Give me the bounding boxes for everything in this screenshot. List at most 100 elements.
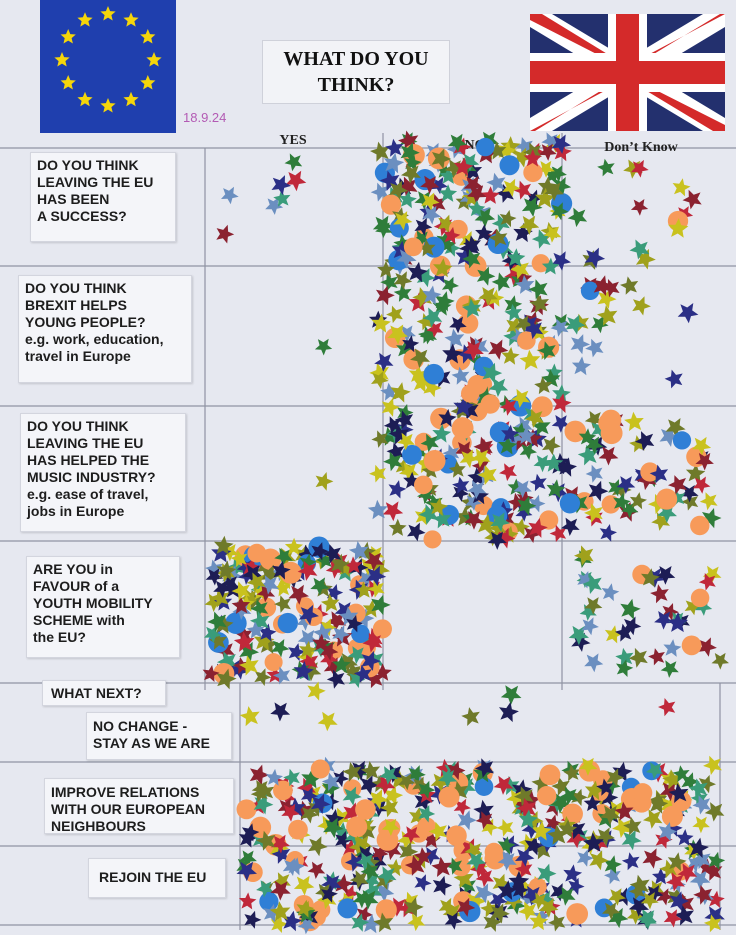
vote-star-sticker <box>210 587 230 608</box>
question-line: DO YOU THINK <box>25 280 127 296</box>
vote-star-sticker <box>541 257 560 275</box>
vote-star-sticker <box>385 138 404 157</box>
vote-star-sticker <box>559 787 578 806</box>
vote-star-sticker <box>250 785 268 803</box>
vote-star-sticker <box>344 556 363 574</box>
option-line: NO CHANGE - <box>93 718 188 734</box>
vote-star-sticker <box>395 457 412 475</box>
vote-star-sticker <box>496 818 514 837</box>
vote-star-sticker <box>474 758 494 778</box>
vote-star-sticker <box>677 863 698 883</box>
vote-star-sticker <box>335 831 353 850</box>
vote-star-sticker <box>431 856 452 877</box>
vote-star-sticker <box>686 855 704 873</box>
vote-star-sticker <box>534 376 552 395</box>
vote-star-sticker <box>409 807 428 826</box>
vote-star-sticker <box>361 650 381 671</box>
vote-star-sticker <box>414 217 433 236</box>
vote-star-sticker <box>571 788 588 806</box>
vote-star-sticker <box>301 768 322 789</box>
vote-star-sticker <box>407 765 426 784</box>
vote-star-sticker <box>523 428 543 448</box>
vote-star-sticker <box>458 876 476 895</box>
vote-star-sticker <box>658 822 678 842</box>
vote-star-sticker <box>342 762 362 782</box>
vote-star-sticker <box>570 334 591 355</box>
vote-star-sticker <box>410 348 430 369</box>
vote-star-sticker <box>501 424 520 443</box>
vote-star-sticker <box>320 873 342 895</box>
vote-star-sticker <box>482 362 503 384</box>
vote-star-sticker <box>448 460 466 478</box>
vote-star-sticker <box>663 909 683 928</box>
vote-star-sticker <box>475 868 494 888</box>
vote-star-sticker <box>454 441 475 461</box>
vote-star-sticker <box>362 599 382 618</box>
vote-star-sticker <box>272 560 291 580</box>
vote-star-sticker <box>416 313 434 331</box>
vote-star-sticker <box>468 199 486 217</box>
vote-dot-sticker <box>559 493 581 514</box>
vote-star-sticker <box>585 338 604 358</box>
vote-star-sticker <box>582 573 602 594</box>
vote-dot-sticker <box>346 816 368 838</box>
vote-star-sticker <box>513 222 533 243</box>
vote-star-sticker <box>231 581 251 601</box>
vote-star-sticker <box>476 513 497 535</box>
vote-star-sticker <box>584 597 603 615</box>
vote-star-sticker <box>663 639 682 657</box>
vote-star-sticker <box>241 823 260 842</box>
vote-star-sticker <box>629 874 650 896</box>
vote-star-sticker <box>408 292 430 312</box>
vote-star-sticker <box>432 509 452 529</box>
vote-dot-sticker <box>355 799 376 820</box>
vote-star-sticker <box>549 165 567 183</box>
question-card-youth-mobility: ARE YOU in FAVOUR of a YOUTH MOBILITY SC… <box>26 556 180 658</box>
vote-star-sticker <box>239 655 259 676</box>
vote-star-sticker <box>549 524 567 543</box>
vote-star-sticker <box>511 388 531 408</box>
vote-star-sticker <box>492 873 512 893</box>
vote-star-sticker <box>614 801 634 821</box>
vote-star-sticker <box>316 551 333 569</box>
vote-star-sticker <box>272 666 291 685</box>
vote-dot-sticker <box>690 588 710 608</box>
vote-star-sticker <box>515 847 535 867</box>
vote-star-sticker <box>422 830 441 849</box>
vote-star-sticker <box>498 435 518 455</box>
vote-star-sticker <box>325 611 347 632</box>
vote-star-sticker <box>364 551 384 571</box>
vote-star-sticker <box>513 480 532 499</box>
vote-dot-sticker <box>523 162 543 183</box>
vote-star-sticker <box>473 436 493 457</box>
vote-star-sticker <box>332 625 350 644</box>
vote-star-sticker <box>402 335 420 353</box>
vote-star-sticker <box>297 560 318 581</box>
vote-star-sticker <box>477 464 497 485</box>
vote-star-sticker <box>397 176 418 198</box>
vote-star-sticker <box>300 805 319 824</box>
vote-star-sticker <box>563 764 581 782</box>
vote-star-sticker <box>667 612 688 633</box>
vote-star-sticker <box>377 260 395 278</box>
vote-star-sticker <box>677 303 699 324</box>
vote-star-sticker <box>321 772 340 791</box>
column-header-yes: YES <box>279 133 307 148</box>
vote-star-sticker <box>623 816 642 836</box>
option-line: REJOIN THE EU <box>99 869 207 885</box>
vote-star-sticker <box>475 224 493 242</box>
vote-star-sticker <box>674 893 694 914</box>
vote-star-sticker <box>608 888 626 906</box>
vote-star-sticker <box>321 885 338 903</box>
vote-star-sticker <box>371 313 391 333</box>
vote-star-sticker <box>418 805 436 823</box>
vote-star-sticker <box>629 239 650 260</box>
vote-star-sticker <box>383 416 402 435</box>
vote-star-sticker <box>434 291 455 312</box>
vote-star-sticker <box>512 147 533 168</box>
vote-star-sticker <box>381 818 400 836</box>
vote-star-sticker <box>697 858 717 877</box>
vote-star-sticker <box>571 356 591 376</box>
vote-star-sticker <box>317 711 338 732</box>
vote-dot-sticker <box>236 799 257 820</box>
